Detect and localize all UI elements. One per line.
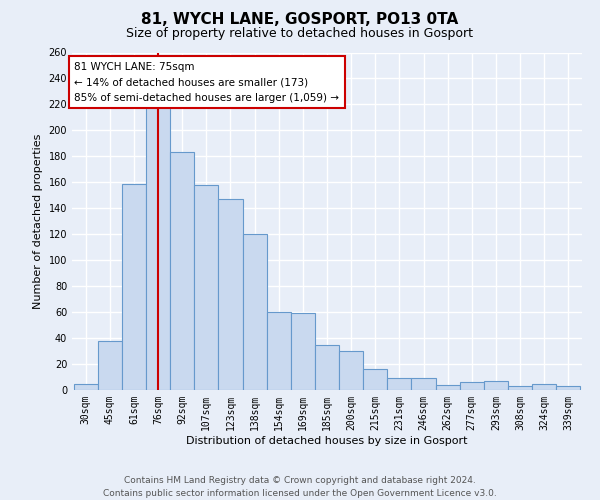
Bar (242, 234, 266, 390)
Text: 81 WYCH LANE: 75sqm
← 14% of detached houses are smaller (173)
85% of semi-detac: 81 WYCH LANE: 75sqm ← 14% of detached ho… (74, 62, 340, 103)
Bar (484, 381, 508, 390)
Bar (218, 199, 242, 390)
Bar (436, 385, 460, 390)
Bar (460, 382, 484, 390)
Text: Contains HM Land Registry data © Crown copyright and database right 2024.
Contai: Contains HM Land Registry data © Crown c… (103, 476, 497, 498)
Bar (363, 369, 388, 390)
Bar (98, 340, 122, 390)
Y-axis label: Number of detached properties: Number of detached properties (33, 134, 43, 309)
Bar (194, 185, 218, 390)
Bar (74, 384, 98, 390)
Bar (508, 386, 532, 390)
Bar (170, 152, 194, 390)
Bar (122, 184, 146, 390)
Bar (388, 378, 412, 390)
Bar (556, 386, 580, 390)
Bar (291, 314, 315, 390)
Bar (412, 378, 436, 390)
Text: Size of property relative to detached houses in Gosport: Size of property relative to detached ho… (127, 28, 473, 40)
Text: 81, WYCH LANE, GOSPORT, PO13 0TA: 81, WYCH LANE, GOSPORT, PO13 0TA (142, 12, 458, 28)
Bar (266, 312, 291, 390)
Bar (146, 106, 170, 390)
Bar (532, 384, 556, 390)
Bar (339, 351, 363, 390)
Bar (315, 344, 339, 390)
X-axis label: Distribution of detached houses by size in Gosport: Distribution of detached houses by size … (186, 436, 468, 446)
